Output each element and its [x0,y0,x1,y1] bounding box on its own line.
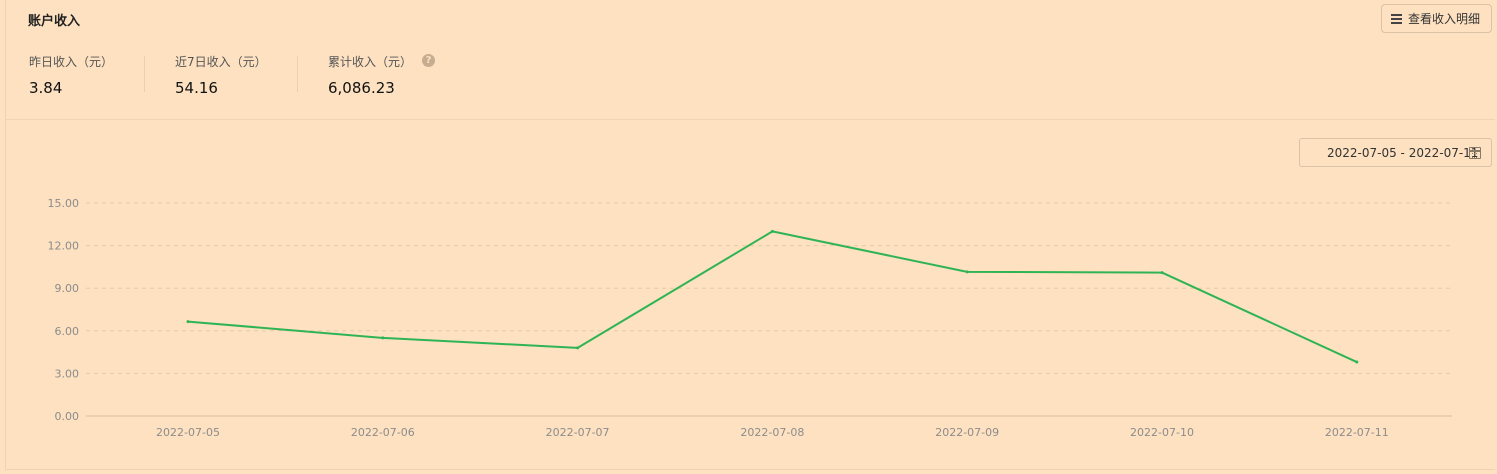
income-card [5,0,1495,470]
y-tick-label: 6.00 [55,325,80,338]
data-point [965,270,969,274]
calendar-icon [1469,147,1481,159]
stat-last-7-days: 近7日收入（元） 54.16 [175,53,267,97]
stat-yesterday: 昨日收入（元） 3.84 [29,53,113,97]
stat-last-7-days-value: 54.16 [175,79,218,97]
stat-yesterday-value: 3.84 [29,79,63,97]
data-point [1160,271,1164,275]
view-income-detail-label: 查看收入明细 [1408,12,1481,26]
x-tick-label: 2022-07-07 [546,426,610,439]
y-tick-label: 15.00 [48,197,80,210]
data-point [186,320,190,324]
x-tick-label: 2022-07-09 [935,426,999,439]
data-point [1355,360,1359,364]
y-tick-label: 0.00 [55,410,80,423]
stat-total-value: 6,086.23 [328,79,395,97]
y-tick-label: 12.00 [48,240,80,253]
y-tick-label: 9.00 [55,282,80,295]
series-line [187,230,1358,363]
stat-divider [144,56,145,92]
panel-title: 账户收入 [28,14,81,29]
stat-last-7-days-label: 近7日收入（元） [175,55,267,69]
x-tick-label: 2022-07-05 [156,426,220,439]
x-tick-label: 2022-07-08 [740,426,804,439]
data-point [381,336,385,340]
view-income-detail-button[interactable]: 查看收入明细 [1381,4,1492,33]
stat-divider [297,56,298,92]
data-point [576,346,580,350]
stat-total: 累计收入（元） 6,086.23 [328,53,412,97]
list-icon [1391,14,1402,24]
date-range-text: 2022-07-05 - 2022-07-11 [1327,146,1479,160]
stat-yesterday-label: 昨日收入（元） [29,55,114,69]
stat-total-label: 累计收入（元） [328,55,413,69]
section-divider [6,119,1495,120]
x-tick-label: 2022-07-10 [1130,426,1194,439]
x-tick-label: 2022-07-11 [1325,426,1389,439]
help-icon[interactable]: ? [422,54,435,67]
y-tick-label: 3.00 [55,367,80,380]
date-range-picker[interactable]: 2022-07-05 - 2022-07-11 [1299,138,1492,167]
x-tick-label: 2022-07-06 [351,426,415,439]
data-point [770,229,774,233]
